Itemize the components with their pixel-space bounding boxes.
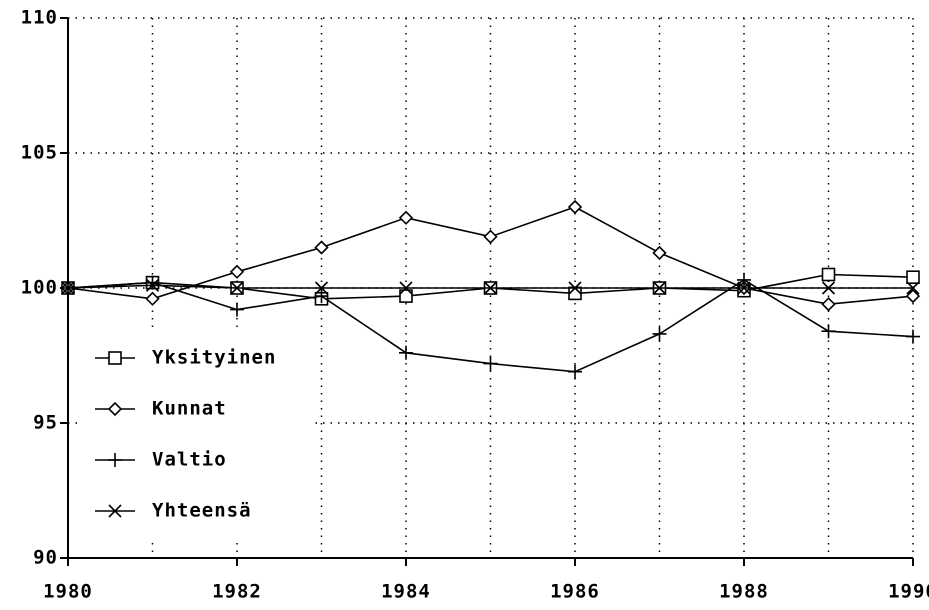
marker xyxy=(314,281,329,295)
marker xyxy=(398,210,414,225)
legend-label: Valtio xyxy=(152,449,227,471)
legend-marker xyxy=(108,351,122,365)
marker xyxy=(906,281,920,295)
y-tick-label: 90 xyxy=(33,547,58,569)
legend-marker xyxy=(108,453,122,467)
marker xyxy=(821,267,836,282)
legend-label: Yhteensä xyxy=(152,500,252,522)
legend-box xyxy=(82,332,310,537)
marker xyxy=(821,297,836,312)
marker xyxy=(821,281,836,295)
marker xyxy=(145,275,160,290)
marker xyxy=(314,289,329,304)
marker xyxy=(399,281,413,295)
marker xyxy=(483,281,498,295)
y-tick-label: 105 xyxy=(21,142,58,164)
marker xyxy=(567,199,583,215)
legend-marker xyxy=(107,401,123,417)
marker xyxy=(652,281,667,295)
x-tick-label: 1986 xyxy=(550,581,600,603)
marker xyxy=(399,345,413,360)
marker xyxy=(568,281,582,295)
legend-label: Kunnat xyxy=(152,398,227,420)
y-tick-label: 100 xyxy=(21,277,58,299)
x-tick-label: 1982 xyxy=(212,581,262,603)
marker xyxy=(230,302,244,317)
marker xyxy=(906,270,920,285)
marker xyxy=(821,324,836,339)
marker xyxy=(61,281,75,295)
marker xyxy=(229,264,245,279)
y-tick-label: 110 xyxy=(21,7,58,29)
marker xyxy=(483,229,498,244)
marker xyxy=(737,281,751,295)
marker xyxy=(737,272,751,287)
marker xyxy=(652,245,667,261)
x-tick-label: 1984 xyxy=(381,581,431,603)
marker xyxy=(145,291,160,306)
marker xyxy=(145,278,160,292)
x-tick-label: 1980 xyxy=(43,581,93,603)
y-tick-label: 95 xyxy=(33,412,58,434)
marker xyxy=(906,329,920,344)
legend-marker xyxy=(108,504,122,518)
legend-label: Yksityinen xyxy=(152,347,276,369)
marker xyxy=(483,356,498,371)
x-tick-label: 1988 xyxy=(719,581,769,603)
x-tick-label: 1990 xyxy=(888,581,929,603)
marker xyxy=(230,281,244,295)
marker xyxy=(399,289,413,303)
marker xyxy=(568,364,582,379)
marker xyxy=(568,286,582,301)
marker xyxy=(652,326,667,341)
marker xyxy=(314,240,329,255)
marker xyxy=(905,288,921,304)
